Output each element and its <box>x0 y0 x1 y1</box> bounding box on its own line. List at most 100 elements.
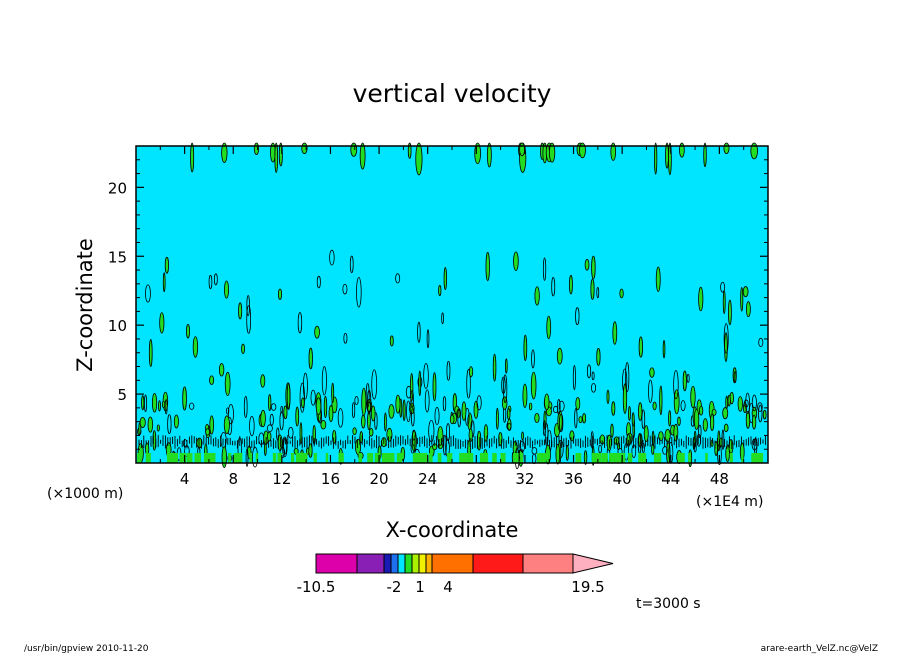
updraft-cell <box>473 400 479 419</box>
updraft-cell <box>523 334 528 362</box>
updraft-cell <box>361 387 367 417</box>
surface-updraft <box>741 453 744 463</box>
contour-line <box>446 423 451 442</box>
surface-updraft <box>186 453 193 463</box>
contour-line <box>745 392 750 414</box>
updraft-cell <box>278 288 283 300</box>
updraft-cell <box>205 428 210 436</box>
surface-updraft <box>653 453 657 463</box>
surface-updraft <box>481 453 489 463</box>
updraft-cell <box>495 407 499 430</box>
contour-line <box>302 372 308 400</box>
contour-line <box>144 394 148 413</box>
contour-line <box>551 277 556 297</box>
updraft-cell <box>690 385 696 409</box>
updraft-cell <box>156 424 160 432</box>
surface-updraft <box>609 453 616 463</box>
updraft-cell <box>722 407 729 420</box>
updraft-cell <box>389 335 394 347</box>
updraft-cell <box>654 142 658 175</box>
updraft-cell <box>352 427 357 436</box>
surface-updraft <box>228 453 232 463</box>
contour-line <box>297 312 303 334</box>
contour-line <box>591 371 595 381</box>
updraft-cell <box>638 336 643 358</box>
updraft-cell <box>711 408 717 416</box>
updraft-cell <box>224 280 230 299</box>
surface-updraft <box>459 453 467 463</box>
contour-line <box>351 402 356 419</box>
time-label: t=3000 s <box>636 596 701 612</box>
x-tick-label-4: 4 <box>180 470 190 488</box>
updraft-cell <box>546 315 552 340</box>
updraft-cell <box>432 372 437 402</box>
footer-program: /usr/bin/gpview 2010-11-20 <box>24 644 149 654</box>
updraft-cell <box>224 371 231 397</box>
x-tick-label-32: 32 <box>515 470 534 488</box>
updraft-cell <box>679 142 685 158</box>
x-tick-label-36: 36 <box>564 470 583 488</box>
updraft-cell <box>151 392 158 413</box>
updraft-cell <box>534 286 540 306</box>
contour-line <box>164 399 168 415</box>
surface-updraft <box>277 453 283 463</box>
contour-line <box>426 329 430 349</box>
contour-line <box>648 379 653 403</box>
surface-updraft <box>447 453 453 463</box>
surface-updraft <box>492 453 496 463</box>
updraft-cell <box>728 299 732 326</box>
updraft-cell <box>268 394 272 411</box>
contour-line <box>428 419 435 443</box>
surface-updraft <box>367 453 374 463</box>
contour-line <box>733 371 737 383</box>
updraft-cell <box>501 396 508 410</box>
contour-line <box>395 273 401 284</box>
x-axis: 4 8 12 16 20 24 28 32 36 40 44 48 <box>159 146 745 488</box>
colorbar-labels: -10.5 -2 1 4 19.5 <box>297 578 605 596</box>
updraft-cell <box>643 425 649 443</box>
contour-line <box>457 408 462 428</box>
colorbar-label-4: 19.5 <box>571 578 604 596</box>
updraft-cell <box>745 301 751 318</box>
updraft-cell <box>402 399 406 422</box>
surface-updraft <box>601 453 608 463</box>
surface-updraft <box>208 453 214 463</box>
contour-line <box>329 249 335 266</box>
surface-updraft <box>627 453 633 463</box>
updraft-cell <box>238 302 243 320</box>
updraft-cell <box>631 412 635 427</box>
updraft-cell <box>148 339 153 367</box>
updraft-cell <box>751 414 757 430</box>
x-unit-right: (×1E4 m) <box>696 494 763 510</box>
contour-line <box>337 408 344 428</box>
updraft-cell <box>723 423 729 433</box>
updraft-cell <box>673 423 679 442</box>
y-axis: 5 10 15 20 <box>108 159 768 450</box>
updraft-cell <box>241 343 245 354</box>
surface-updraft <box>751 453 758 463</box>
updraft-cell <box>158 400 161 412</box>
updraft-cell <box>308 347 313 370</box>
contour-line <box>270 403 277 411</box>
contour-line <box>434 407 440 425</box>
contour-line <box>280 405 284 414</box>
contour-line <box>476 395 482 411</box>
updraft-cell <box>610 423 614 438</box>
updraft-cell <box>612 321 618 345</box>
contour-line <box>466 369 471 399</box>
updraft-cell <box>659 385 663 416</box>
contour-line <box>371 369 378 400</box>
contour-line <box>757 402 763 412</box>
updraft-cell <box>418 370 422 397</box>
contour-line <box>282 436 288 458</box>
contour-line <box>167 414 172 434</box>
updraft-cell <box>742 286 749 298</box>
updraft-cell <box>443 267 448 291</box>
surface-updraft <box>272 453 277 463</box>
colorbar-segment-1 <box>356 553 385 574</box>
updraft-cell <box>638 402 643 421</box>
colorbar-segment-5 <box>404 553 413 574</box>
updraft-cell <box>655 266 661 292</box>
contour-line <box>299 382 305 413</box>
updraft-cell <box>139 416 146 428</box>
